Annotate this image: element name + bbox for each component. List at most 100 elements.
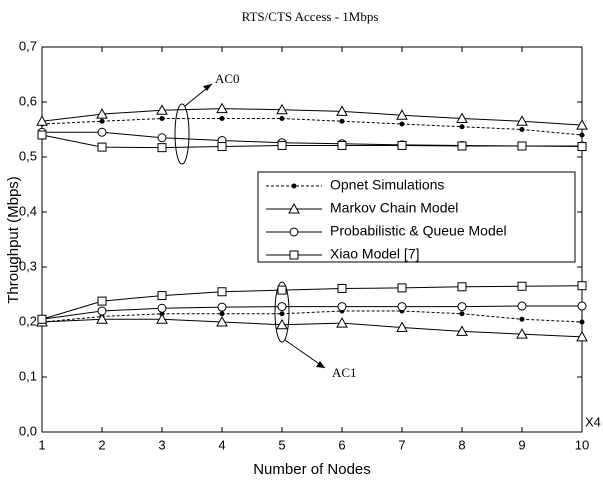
marker (459, 124, 465, 130)
plot-frame (41, 46, 583, 433)
marker (576, 119, 588, 130)
marker (459, 311, 465, 317)
marker (157, 143, 167, 153)
marker (457, 282, 467, 292)
marker (217, 287, 227, 297)
series-line (42, 131, 582, 147)
marker (576, 330, 588, 342)
marker (159, 116, 165, 121)
marker (279, 311, 285, 317)
marker (579, 319, 585, 325)
legend-box (257, 171, 576, 263)
marker (337, 302, 347, 312)
marker (157, 303, 167, 313)
y-tick-label: 0,4 (19, 203, 37, 218)
marker (156, 313, 168, 324)
x-tick-label: 4 (218, 437, 225, 452)
x-multiplier: X4 (585, 414, 601, 429)
marker (276, 318, 288, 330)
ac1-label: AC1 (332, 365, 357, 380)
x-axis-label: Number of Nodes (253, 461, 371, 478)
marker (399, 121, 405, 127)
y-tick-label: 0,6 (19, 93, 37, 108)
marker (96, 313, 108, 324)
legend-marker (288, 202, 300, 214)
x-tick-label: 1 (38, 437, 45, 452)
marker (457, 141, 467, 151)
marker (519, 316, 525, 322)
ac1-arrow (284, 339, 326, 369)
x-tick-label: 10 (575, 437, 589, 452)
marker (336, 105, 348, 116)
y-tick-label: 0,5 (19, 148, 37, 163)
marker (457, 302, 467, 312)
ac0-arrowhead (203, 84, 212, 91)
legend-marker (289, 227, 299, 237)
marker (456, 325, 468, 336)
marker (216, 102, 228, 114)
marker (396, 109, 408, 120)
marker (156, 104, 168, 115)
marker (157, 133, 167, 143)
legend-marker (291, 183, 297, 189)
series-line (41, 134, 583, 149)
series-line (41, 318, 583, 338)
marker (397, 140, 407, 150)
marker (339, 118, 345, 124)
legend-label: Markov Chain Model (330, 200, 458, 216)
series-line (41, 118, 583, 136)
x-tick-label: 5 (278, 437, 285, 452)
series-line (41, 285, 583, 320)
marker (219, 311, 225, 317)
marker (519, 127, 525, 132)
chart-title: RTS/CTS Access - 1Mbps (242, 9, 379, 24)
marker (279, 116, 285, 121)
ac1-ellipse (274, 281, 290, 343)
marker (337, 283, 347, 293)
x-tick-label: 6 (338, 437, 345, 452)
marker (37, 314, 47, 324)
series-line (41, 310, 583, 323)
marker (577, 281, 587, 291)
marker (216, 315, 228, 327)
legend-label: Opnet Simulations (330, 177, 444, 193)
marker (97, 127, 107, 137)
marker (517, 301, 527, 311)
legend-label: Xiao Model [7] (330, 246, 420, 262)
marker (36, 115, 48, 126)
marker (336, 317, 348, 328)
marker (579, 132, 585, 138)
marker (277, 285, 287, 295)
marker (577, 301, 587, 311)
marker (97, 296, 107, 306)
marker (276, 103, 288, 115)
x-tick-label: 2 (98, 437, 105, 452)
marker (37, 130, 47, 140)
marker (157, 291, 167, 301)
marker (337, 140, 347, 150)
ac0-ellipse (174, 103, 190, 165)
marker (277, 302, 287, 312)
ac1-arrowhead (316, 361, 325, 368)
marker (99, 118, 105, 124)
marker (396, 321, 408, 332)
series-line (41, 305, 582, 320)
x-tick-label: 3 (158, 437, 165, 452)
y-tick-label: 0,7 (19, 38, 37, 53)
marker (516, 115, 528, 126)
marker (97, 142, 107, 152)
marker (277, 140, 287, 150)
marker (219, 116, 225, 121)
marker (96, 108, 108, 119)
marker (577, 142, 587, 152)
marker (97, 306, 107, 316)
marker (217, 142, 227, 152)
marker (516, 328, 528, 339)
x-tick-label: 8 (458, 437, 465, 452)
y-tick-label: 0,1 (19, 368, 37, 383)
legend-label: Probabilistic & Queue Model (330, 223, 507, 239)
marker (397, 283, 407, 293)
marker (517, 281, 527, 291)
marker (397, 302, 407, 312)
